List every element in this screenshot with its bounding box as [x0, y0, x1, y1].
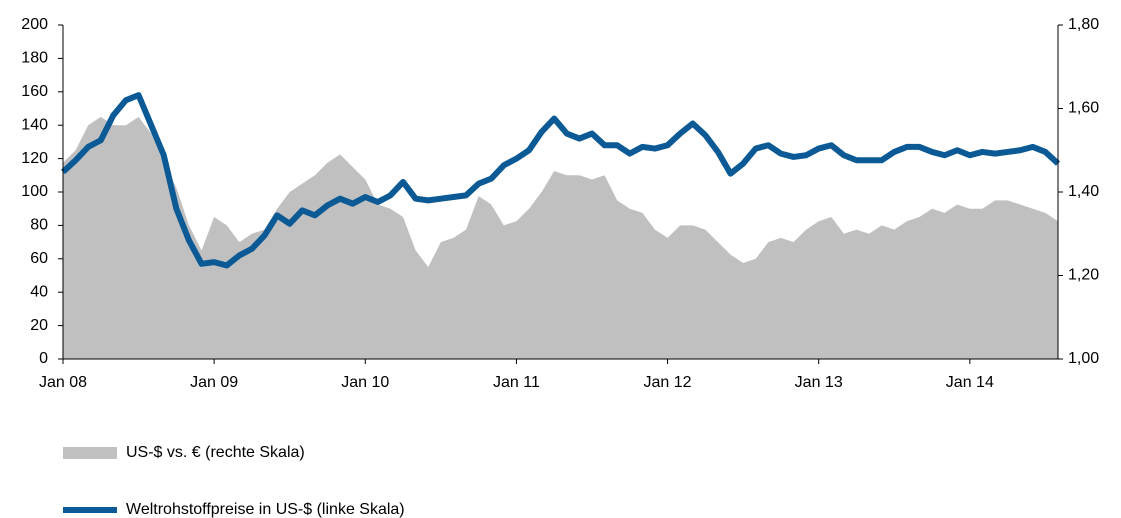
y-tick-label: 120 [21, 150, 48, 167]
y-tick-label: 0 [39, 350, 48, 367]
y2-tick-label: 1,00 [1068, 350, 1099, 367]
y-tick-label: 140 [21, 116, 48, 133]
y-tick-label: 80 [30, 217, 48, 234]
y-tick-label: 40 [30, 283, 48, 300]
x-tick-label: Jan 13 [795, 374, 843, 391]
x-tick-label: Jan 11 [493, 374, 540, 391]
y-tick-label: 200 [21, 16, 48, 33]
x-tick-label: Jan 14 [946, 374, 994, 391]
y-tick-label: 20 [30, 317, 48, 334]
y-tick-label: 160 [21, 83, 48, 100]
legend-swatch [63, 447, 117, 459]
y-tick-label: 60 [30, 250, 48, 267]
y2-tick-label: 1,60 [1068, 100, 1099, 117]
line [60, 92, 1061, 269]
area [63, 116, 1058, 359]
x-tick-label: Jan 12 [644, 374, 692, 391]
y-tick-label: 100 [21, 183, 48, 200]
x-tick-label: Jan 10 [341, 374, 389, 391]
y2-tick-label: 1,80 [1068, 16, 1099, 33]
y-tick-label: 180 [21, 50, 48, 67]
y2-tick-label: 1,40 [1068, 183, 1099, 200]
x-tick-label: Jan 08 [39, 374, 87, 391]
legend-label: Weltrohstoffpreise in US-$ (linke Skala) [126, 501, 405, 518]
y2-tick-label: 1,20 [1068, 267, 1099, 284]
x-tick-label: Jan 09 [190, 374, 238, 391]
legend-label: US-$ vs. € (rechte Skala) [126, 444, 305, 461]
